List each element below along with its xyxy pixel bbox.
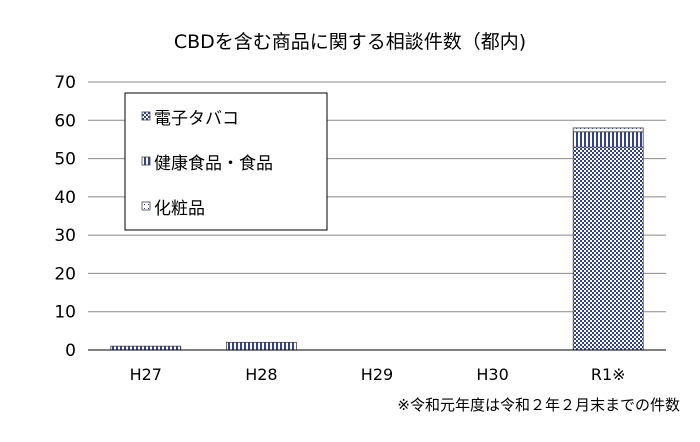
legend-box (124, 92, 328, 231)
y-tick-label: 70 (54, 73, 76, 93)
legend-swatch (141, 201, 151, 211)
y-tick-label: 0 (65, 341, 76, 361)
legend-label: 電子タバコ (154, 109, 239, 129)
bars (110, 127, 644, 351)
y-tick-label: 10 (54, 303, 76, 323)
y-tick-label: 60 (54, 111, 76, 131)
x-category-label: H27 (130, 365, 162, 384)
footnote: ※令和元年度は令和２年２月末までの件数 (397, 396, 680, 414)
x-category-label: H28 (245, 365, 277, 384)
legend-label: 健康食品・食品 (154, 154, 273, 174)
chart-title: CBDを含む商品に関する相談件数（都内) (174, 31, 526, 53)
bar-checker-4 (572, 146, 644, 351)
x-category-label: R1※ (591, 365, 626, 384)
legend-label: 化粧品 (154, 199, 205, 219)
x-category-label: H30 (476, 365, 508, 384)
y-tick-label: 30 (54, 226, 76, 246)
legend-swatch (141, 156, 151, 166)
legend-swatch (141, 111, 151, 121)
bar-dots-4 (572, 127, 644, 133)
x-axis-categories: H27 H28 H29 H30 R1※ (130, 365, 626, 384)
y-tick-label: 20 (54, 264, 76, 284)
y-tick-label: 50 (54, 150, 76, 170)
bar-vertical-4 (572, 131, 644, 148)
bar-vertical-1 (225, 341, 297, 351)
y-tick-label: 40 (54, 188, 76, 208)
y-axis-ticks: 0 10 20 30 40 50 60 70 (54, 73, 76, 361)
bar-vertical-0 (110, 345, 182, 351)
x-category-label: H29 (361, 365, 393, 384)
